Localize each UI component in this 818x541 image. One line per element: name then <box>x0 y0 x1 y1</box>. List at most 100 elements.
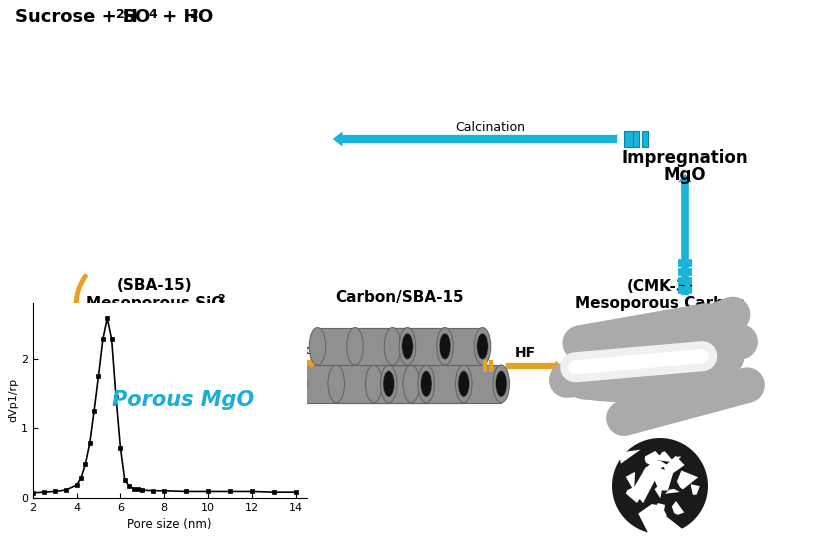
Polygon shape <box>672 457 681 464</box>
Text: MgO: MgO <box>663 166 706 184</box>
Text: HF: HF <box>515 346 536 360</box>
Bar <box>164 362 263 401</box>
Polygon shape <box>665 489 680 494</box>
Ellipse shape <box>117 362 134 401</box>
Ellipse shape <box>477 333 488 359</box>
Polygon shape <box>626 472 635 491</box>
Bar <box>374 365 464 403</box>
Bar <box>146 329 243 337</box>
Bar <box>67 323 164 362</box>
Bar <box>47 362 146 401</box>
Ellipse shape <box>458 371 470 397</box>
Ellipse shape <box>176 362 193 401</box>
Circle shape <box>612 438 708 534</box>
Ellipse shape <box>258 368 266 395</box>
Text: Porous MgO: Porous MgO <box>112 391 254 410</box>
Polygon shape <box>664 456 685 476</box>
Ellipse shape <box>474 327 491 365</box>
Bar <box>299 365 389 403</box>
Bar <box>47 368 146 375</box>
Ellipse shape <box>384 327 401 365</box>
Polygon shape <box>656 451 674 462</box>
Ellipse shape <box>437 327 453 365</box>
Bar <box>642 131 648 147</box>
Text: Carbonization: Carbonization <box>235 344 321 357</box>
Bar <box>164 368 263 375</box>
Ellipse shape <box>383 371 394 397</box>
Ellipse shape <box>79 362 96 401</box>
Polygon shape <box>648 510 685 541</box>
Polygon shape <box>654 481 663 498</box>
Ellipse shape <box>418 365 434 403</box>
Ellipse shape <box>309 327 326 365</box>
Ellipse shape <box>366 365 382 403</box>
Bar <box>106 329 204 337</box>
Bar <box>67 329 164 337</box>
Bar <box>355 327 445 365</box>
Polygon shape <box>619 450 640 464</box>
Text: Sucrose + H: Sucrose + H <box>15 8 138 26</box>
Bar <box>106 323 204 362</box>
Text: Carbon/SBA-15: Carbon/SBA-15 <box>335 290 465 305</box>
Polygon shape <box>653 468 673 491</box>
Text: + H: + H <box>156 8 199 26</box>
Polygon shape <box>643 460 669 471</box>
Text: Mesoporous SiO: Mesoporous SiO <box>86 296 224 311</box>
Ellipse shape <box>97 323 115 362</box>
Bar <box>336 365 426 403</box>
Bar <box>624 131 636 147</box>
Ellipse shape <box>239 329 246 356</box>
Text: O: O <box>197 8 212 26</box>
Ellipse shape <box>196 323 213 362</box>
Polygon shape <box>645 451 660 466</box>
Text: 2: 2 <box>116 8 125 21</box>
Bar <box>146 323 243 362</box>
Ellipse shape <box>328 365 344 403</box>
Bar <box>411 365 501 403</box>
Ellipse shape <box>39 362 56 401</box>
Ellipse shape <box>234 323 251 362</box>
Text: (CMK-3): (CMK-3) <box>627 279 694 294</box>
Bar <box>633 131 639 147</box>
Text: 2: 2 <box>217 294 225 304</box>
Ellipse shape <box>456 365 472 403</box>
Y-axis label: dVp1/rp: dVp1/rp <box>8 378 18 423</box>
Ellipse shape <box>347 327 363 365</box>
Ellipse shape <box>161 329 169 356</box>
Ellipse shape <box>403 365 420 403</box>
Ellipse shape <box>290 365 307 403</box>
Ellipse shape <box>137 323 154 362</box>
Ellipse shape <box>380 365 397 403</box>
Text: Impregnation: Impregnation <box>622 149 748 167</box>
Ellipse shape <box>220 368 227 395</box>
Text: Mesoporous Carbon: Mesoporous Carbon <box>575 296 745 311</box>
Text: (SBA-15): (SBA-15) <box>117 278 193 293</box>
Polygon shape <box>651 503 665 520</box>
Text: 2: 2 <box>190 8 199 21</box>
Ellipse shape <box>181 368 188 395</box>
Ellipse shape <box>59 323 76 362</box>
Ellipse shape <box>156 362 173 401</box>
Ellipse shape <box>420 371 432 397</box>
Ellipse shape <box>399 327 416 365</box>
Ellipse shape <box>496 371 507 397</box>
Polygon shape <box>626 487 642 503</box>
Bar <box>126 362 223 401</box>
Text: SO: SO <box>123 8 151 26</box>
Polygon shape <box>633 467 662 503</box>
Bar <box>87 368 184 375</box>
Polygon shape <box>690 484 699 495</box>
Ellipse shape <box>156 323 173 362</box>
Ellipse shape <box>214 362 231 401</box>
Ellipse shape <box>142 368 149 395</box>
Ellipse shape <box>493 365 510 403</box>
Ellipse shape <box>200 329 207 356</box>
Polygon shape <box>672 502 684 515</box>
Polygon shape <box>676 471 699 490</box>
Bar <box>393 327 483 365</box>
Bar <box>317 327 407 365</box>
X-axis label: Pore size (nm): Pore size (nm) <box>128 518 212 531</box>
Bar <box>126 368 223 375</box>
Ellipse shape <box>402 333 413 359</box>
Text: Calcination: Calcination <box>455 121 525 134</box>
